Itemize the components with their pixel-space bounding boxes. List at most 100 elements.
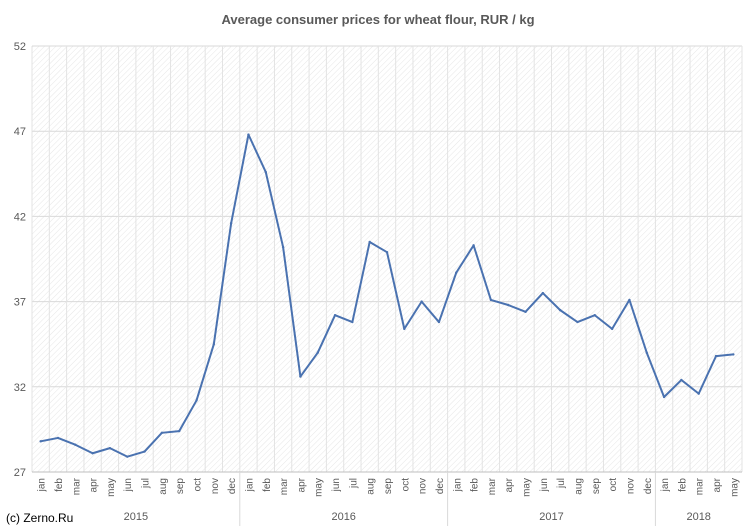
data-point [403, 327, 406, 331]
x-tick-label: nov [625, 478, 636, 494]
year-label: 2015 [124, 511, 148, 523]
x-tick-label: jul [556, 478, 567, 489]
data-point [143, 450, 146, 453]
data-point [680, 378, 683, 382]
x-tick-label: may [522, 478, 533, 497]
data-point [541, 291, 545, 295]
data-point [472, 244, 475, 247]
year-label: 2017 [539, 511, 563, 523]
data-points [39, 133, 735, 458]
y-tick-label: 32 [14, 382, 26, 394]
data-point [160, 431, 164, 435]
data-point [628, 298, 631, 302]
x-tick-label: feb [470, 478, 481, 492]
x-tick-label: oct [193, 478, 204, 492]
x-tick-label: apr [89, 477, 100, 492]
plot-area [32, 46, 742, 472]
data-point [212, 343, 216, 346]
x-tick-label: apr [504, 477, 515, 492]
x-tick-label: feb [54, 478, 65, 492]
x-tick-label: apr [296, 477, 307, 492]
y-tick-label: 52 [14, 41, 26, 53]
x-tick-label: aug [573, 478, 584, 495]
x-tick-label: mar [695, 477, 706, 495]
data-point [368, 240, 371, 244]
x-tick-label: may [106, 478, 117, 497]
x-tick-label: mar [487, 477, 498, 495]
y-tick-label: 47 [14, 126, 26, 138]
data-point [177, 429, 181, 433]
data-point [299, 375, 302, 378]
data-point [732, 353, 735, 356]
x-tick-label: mar [71, 477, 82, 495]
data-point [455, 271, 458, 274]
data-point [420, 300, 423, 303]
watermark: (c) Zerno.Ru [6, 511, 73, 525]
data-point [558, 308, 562, 312]
x-tick-label: dec [643, 478, 654, 494]
x-tick-label: sep [175, 478, 186, 495]
data-point [576, 320, 579, 324]
x-tick-label: sep [383, 478, 394, 495]
data-point [39, 440, 42, 443]
year-label: 2016 [331, 511, 355, 523]
y-tick-label: 27 [14, 467, 26, 479]
x-tick-label: apr [712, 477, 723, 492]
x-tick-label: nov [210, 478, 221, 494]
x-tick-label: jan [244, 478, 255, 492]
x-tick-label: sep [591, 478, 602, 495]
data-point [229, 222, 233, 225]
data-point [56, 436, 60, 440]
y-tick-label: 37 [14, 297, 26, 309]
x-axis: jan feb mar apr may jun jul aug sep oct nov dec jan f… [32, 471, 742, 526]
data-point [524, 310, 527, 314]
data-point [593, 314, 597, 317]
data-point [126, 455, 129, 458]
y-tick-label: 42 [14, 211, 26, 223]
year-label: 2018 [686, 511, 710, 523]
data-point [195, 399, 198, 402]
x-tick-label: dec [227, 478, 238, 494]
x-tick-label: jun [539, 478, 550, 492]
data-point [507, 303, 510, 307]
chart-title: Average consumer prices for wheat flour,… [221, 12, 534, 27]
data-point [697, 392, 700, 395]
x-tick-label: jan [37, 478, 48, 492]
data-point [645, 351, 648, 354]
data-point [610, 327, 614, 331]
x-tick-label: aug [366, 478, 377, 495]
x-tick-label: may [314, 478, 325, 497]
x-tick-label: may [729, 478, 740, 497]
x-tick-label: oct [400, 478, 411, 492]
y-axis-ticks: 27 32 37 42 47 52 [14, 41, 26, 479]
x-tick-label: oct [608, 478, 619, 492]
x-tick-label: mar [279, 477, 290, 495]
x-tick-label: jun [123, 478, 134, 492]
x-tick-label: nov [418, 478, 429, 494]
x-tick-label: jun [331, 478, 342, 492]
data-point [74, 443, 77, 446]
data-point [385, 250, 389, 254]
data-point [437, 320, 441, 324]
data-point [333, 314, 337, 317]
grid-lines [31, 45, 743, 473]
x-tick-label: feb [677, 478, 688, 492]
data-point [264, 170, 267, 174]
data-point [662, 395, 666, 399]
data-point [247, 133, 250, 136]
x-tick-label: jul [348, 478, 359, 489]
x-tick-label: jan [452, 478, 463, 492]
data-point [108, 446, 112, 450]
x-tick-label: jan [660, 478, 671, 492]
data-point [714, 354, 718, 358]
x-tick-label: feb [262, 478, 273, 492]
x-tick-label: jul [141, 478, 152, 489]
x-tick-label: aug [158, 478, 169, 495]
data-point [489, 298, 493, 302]
data-point [91, 452, 94, 455]
data-point [281, 245, 285, 249]
x-tick-label: dec [435, 478, 446, 494]
data-point [316, 351, 319, 354]
data-point [351, 320, 354, 324]
